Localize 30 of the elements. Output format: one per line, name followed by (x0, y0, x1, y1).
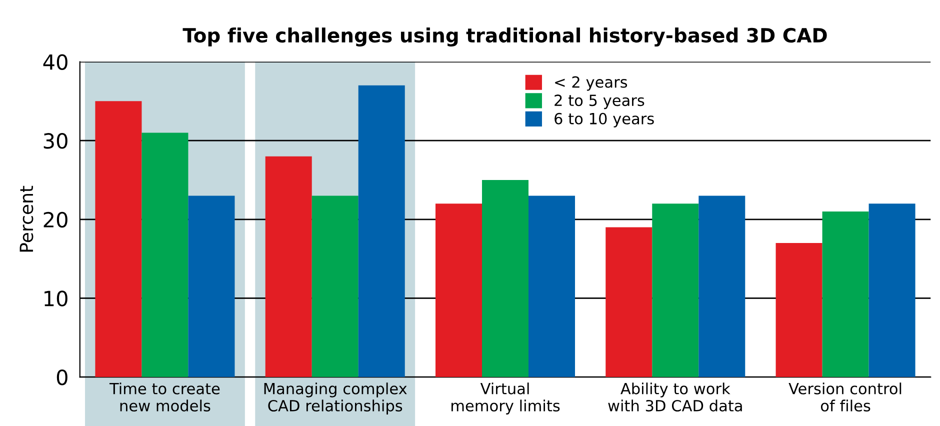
bar (528, 196, 576, 378)
x-tick-label: Ability to work with 3D CAD data (608, 382, 742, 412)
y-tick-label: 0 (56, 369, 68, 386)
bar (606, 227, 652, 378)
bar (652, 204, 699, 378)
bar (822, 212, 869, 378)
x-tick-label: Managing complex CAD relationships (264, 382, 407, 414)
bar (482, 180, 528, 378)
bar (698, 196, 746, 378)
legend-label: 2 to 5 years (554, 94, 644, 110)
bar (265, 156, 312, 378)
x-tick-label: Version control of files (788, 382, 902, 412)
bar (358, 85, 405, 378)
y-tick-label: 10 (44, 290, 68, 306)
bar (95, 101, 142, 378)
bar (142, 132, 188, 378)
bar (188, 196, 235, 378)
y-tick-label: 30 (44, 133, 68, 149)
legend-label: 6 to 10 years (554, 112, 654, 128)
chart-title: Top five challenges using traditional history-based 3D CAD (182, 28, 827, 47)
x-tick-label: Virtual memory limits (452, 382, 560, 414)
x-tick-label: Time to create new models (109, 382, 220, 412)
bar (435, 204, 482, 378)
bar (312, 196, 358, 378)
y-axis-title: Percent (20, 186, 34, 252)
y-tick-label: 40 (43, 54, 68, 70)
bar (776, 243, 822, 378)
y-tick-label: 20 (44, 212, 68, 228)
legend-label: < 2 years (555, 76, 628, 91)
bar (868, 204, 916, 378)
